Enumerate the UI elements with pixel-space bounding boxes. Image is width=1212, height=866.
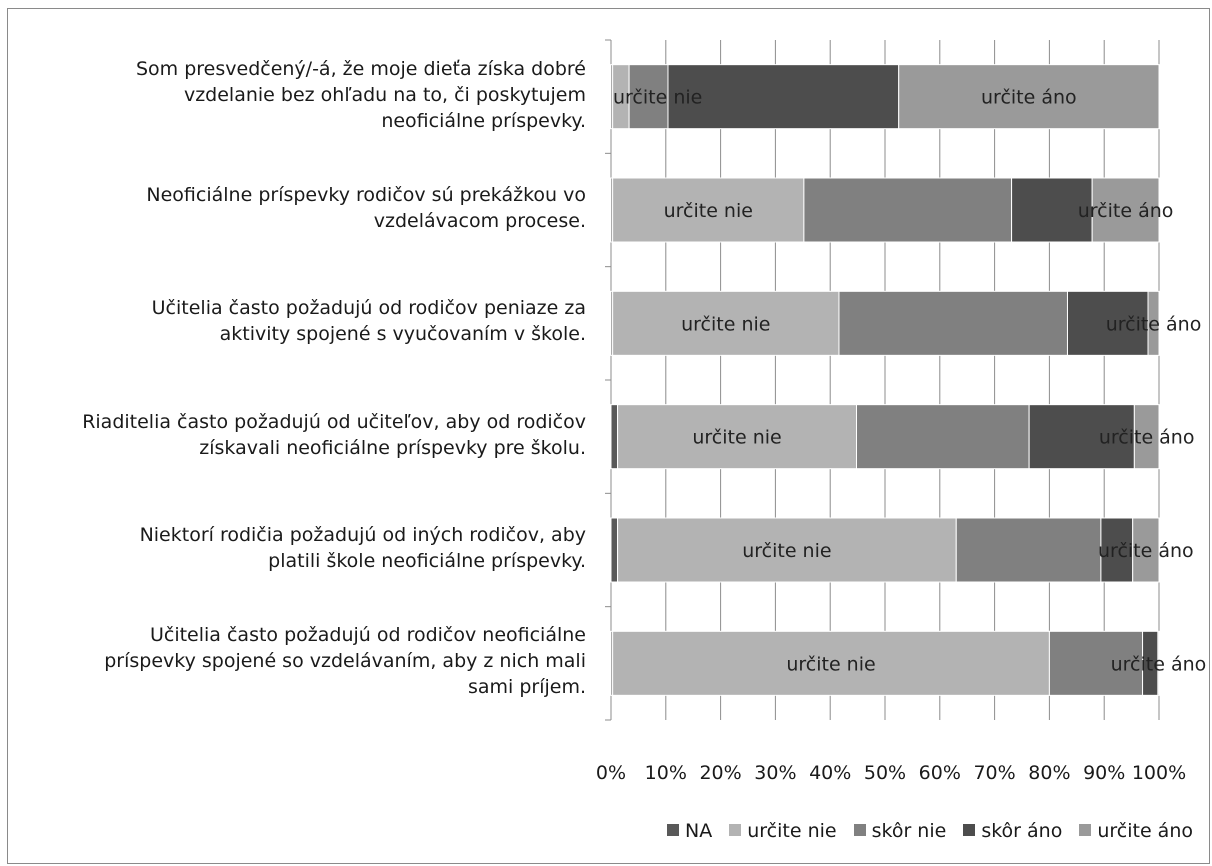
category-label-line: získavali neoficiálne príspevky pre škol…	[199, 436, 586, 459]
data-label: určite áno	[1106, 313, 1202, 335]
category-label-line: Som presvedčený/-á, že moje dieťa získa …	[135, 57, 586, 80]
x-tick-label: 30%	[754, 762, 796, 784]
category-label-line: vzdelávacom procese.	[373, 210, 586, 232]
bar-segment-skôr-áno	[1100, 517, 1134, 583]
bar-segment-určite-nie	[612, 290, 840, 356]
category-label-line: vzdelanie bez ohľadu na to, či poskytuje…	[183, 83, 586, 106]
data-label: určite áno	[1111, 653, 1207, 675]
legend-swatch	[963, 824, 976, 836]
bar-segment-skôr-áno	[1028, 404, 1135, 470]
category-label-line: aktivity spojené s vyučovaním v škole.	[219, 323, 586, 346]
bar-segment-skôr-nie	[1048, 630, 1144, 696]
category-label-line: Učitelia často požadujú od rodičov penia…	[151, 297, 586, 320]
x-tick-label: 70%	[973, 762, 1015, 784]
legend-swatch	[667, 824, 680, 836]
category-label-line: neoficiálne príspevky.	[381, 109, 586, 132]
legend-item: určite áno	[1079, 820, 1193, 842]
data-label: určite áno	[1078, 200, 1174, 222]
data-label: určite nie	[681, 313, 770, 335]
bar-segment-skôr-nie	[628, 64, 669, 130]
category-label-line: Riaditelia často požadujú od učiteľov, a…	[82, 410, 586, 433]
bar-segment-určite-áno	[1147, 290, 1160, 356]
category-label: Niektorí rodičia požadujú od iných rodič…	[0, 522, 586, 574]
bar-segment-skôr-nie	[856, 404, 1030, 470]
category-label-line: Niektorí rodičia požadujú od iných rodič…	[139, 524, 586, 546]
data-label: určite áno	[1099, 427, 1195, 449]
data-label: určite áno	[1098, 540, 1194, 562]
legend-swatch	[853, 824, 866, 836]
legend-item: skôr áno	[963, 820, 1062, 842]
bar-segment-skôr-áno	[1066, 290, 1149, 356]
bar-segment-určite-áno	[1133, 404, 1160, 470]
x-tick-label: 0%	[596, 762, 626, 784]
legend: NA určite nie skôr nie skôr áno určite áno	[0, 820, 1212, 842]
legend-item: určite nie	[729, 820, 837, 842]
legend-label: skôr nie	[871, 820, 947, 842]
legend-swatch	[1079, 824, 1092, 836]
category-label: Riaditelia často požadujú od učiteľov, a…	[0, 409, 586, 461]
data-label: určite nie	[613, 87, 702, 109]
category-label: Učitelia často požadujú od rodičov penia…	[0, 295, 586, 347]
bar-segment-určite-nie	[612, 177, 805, 243]
bar-segment-skôr-áno	[667, 64, 900, 130]
x-tick-label: 50%	[864, 762, 906, 784]
bar-segment-určite-áno	[898, 64, 1160, 130]
category-label-line: platili škole neoficiálne príspevky.	[268, 550, 586, 572]
category-label-line: sami príjem.	[467, 676, 586, 699]
legend-label: skôr áno	[981, 820, 1063, 842]
x-tick-label: 80%	[1028, 762, 1070, 784]
legend-item: skôr nie	[853, 820, 947, 842]
x-tick-label: 20%	[699, 762, 741, 784]
legend-label: určite nie	[747, 820, 837, 842]
bar-segment-určite-nie	[617, 404, 858, 470]
bar-segment-skôr-áno	[1011, 177, 1093, 243]
data-label: určite nie	[786, 653, 875, 675]
bar-segment-určite-áno	[1132, 517, 1160, 583]
legend-item: NA	[667, 820, 712, 842]
legend-label: NA	[685, 820, 713, 842]
legend-label: určite áno	[1097, 820, 1193, 842]
bar-segment-určite-áno	[1157, 630, 1160, 696]
x-tick-label: 60%	[919, 762, 961, 784]
bar-segment-NA	[610, 404, 619, 470]
x-tick-label: 10%	[645, 762, 687, 784]
x-tick-label: 90%	[1083, 762, 1125, 784]
bar-segment-skôr-nie	[955, 517, 1102, 583]
bar-segment-skôr-nie	[838, 290, 1068, 356]
data-label: určite nie	[692, 427, 781, 449]
category-label: Učitelia často požadujú od rodičov neofi…	[0, 622, 586, 700]
data-label: určite nie	[742, 540, 831, 562]
data-label: určite nie	[664, 200, 753, 222]
category-label: Som presvedčený/-á, že moje dieťa získa …	[0, 56, 586, 134]
category-label-line: Učitelia často požadujú od rodičov neofi…	[149, 624, 586, 647]
category-label-line: príspevky spojené so vzdelávaním, aby z …	[104, 650, 586, 673]
data-label: určite áno	[981, 87, 1077, 109]
x-tick-label: 40%	[809, 762, 851, 784]
x-tick-label: 100%	[1132, 762, 1186, 784]
category-label: Neoficiálne príspevky rodičov sú prekážk…	[0, 182, 586, 234]
bar-segment-určite-áno	[1091, 177, 1160, 243]
legend-swatch	[729, 824, 742, 836]
bar-segment-skôr-nie	[803, 177, 1013, 243]
category-label-line: Neoficiálne príspevky rodičov sú prekážk…	[146, 184, 586, 206]
bar-segment-NA	[610, 517, 619, 583]
